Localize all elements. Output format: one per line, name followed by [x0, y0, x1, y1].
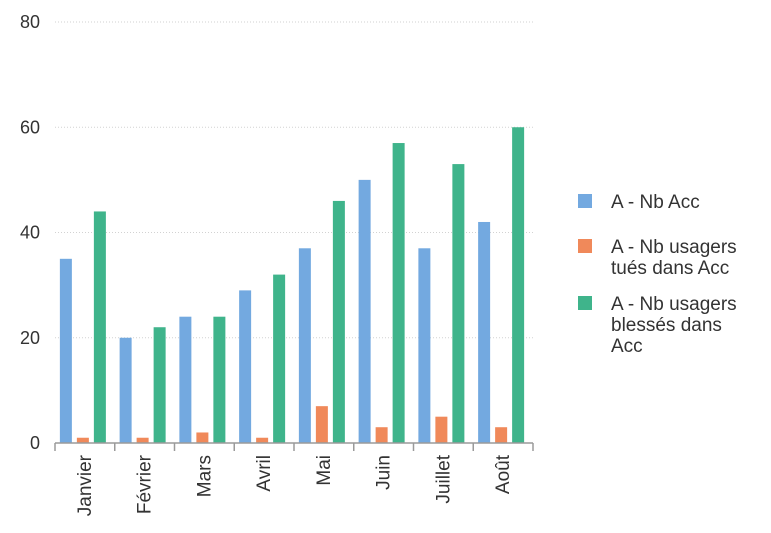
legend-label: A - Nb usagers: [611, 237, 737, 258]
bar-3-juin: [392, 143, 405, 443]
x-tick-label: Août: [493, 454, 514, 494]
legend-swatch: [578, 296, 592, 310]
bar-3-mars: [213, 316, 226, 443]
legend-swatch: [578, 239, 592, 253]
bar-1-mai: [298, 248, 311, 443]
y-tick-label: 40: [20, 223, 40, 243]
x-tick-label: Février: [135, 454, 156, 514]
bar-3-mai: [332, 200, 345, 443]
legend-label: blessés dans: [611, 315, 722, 336]
legend-label: tués dans Acc: [611, 258, 729, 279]
bar-1-juillet: [418, 248, 431, 443]
bar-2-juillet: [435, 416, 448, 443]
bars: [59, 127, 525, 443]
legend-label: A - Nb Acc: [611, 192, 700, 213]
x-tick-label: Avril: [254, 455, 275, 492]
legend-label: A - Nb usagers: [611, 294, 737, 315]
bar-3-février: [153, 327, 166, 443]
bar-1-mars: [179, 316, 192, 443]
legend-label: Acc: [611, 336, 643, 357]
bar-3-août: [512, 127, 525, 443]
x-tick-label: Janvier: [75, 454, 96, 516]
bar-1-avril: [239, 290, 252, 443]
bar-2-février: [136, 437, 149, 443]
x-tick-label: Juin: [374, 455, 395, 490]
x-axis: [54, 442, 534, 451]
bar-3-janvier: [93, 211, 106, 443]
bar-2-mai: [315, 406, 328, 443]
x-axis-tick-labels: Janvier Février Mars Avril Mai Juin Juillet Aoû…: [75, 454, 514, 516]
bar-2-mars: [196, 432, 209, 443]
legend-swatch: [578, 194, 592, 208]
y-tick-label: 80: [20, 12, 40, 32]
bar-1-juin: [358, 179, 371, 443]
y-tick-label: 20: [20, 328, 40, 348]
bar-1-janvier: [59, 258, 72, 443]
bar-2-janvier: [76, 437, 89, 443]
x-tick-label: Mai: [314, 455, 335, 486]
bar-3-juillet: [452, 164, 465, 443]
bar-3-avril: [273, 274, 286, 443]
y-tick-label: 60: [20, 117, 40, 137]
legend-item-1: A - Nb Acc: [578, 192, 700, 213]
y-axis-tick-labels: 0 20 40 60 80: [20, 12, 40, 453]
bar-1-août: [478, 221, 491, 443]
y-tick-label: 0: [30, 433, 40, 453]
bar-2-juin: [375, 427, 388, 443]
x-tick-label: Mars: [194, 455, 215, 497]
bar-2-août: [495, 427, 508, 443]
x-tick-label: Juillet: [433, 454, 454, 503]
bar-2-avril: [256, 437, 269, 443]
bar-1-février: [119, 337, 132, 443]
